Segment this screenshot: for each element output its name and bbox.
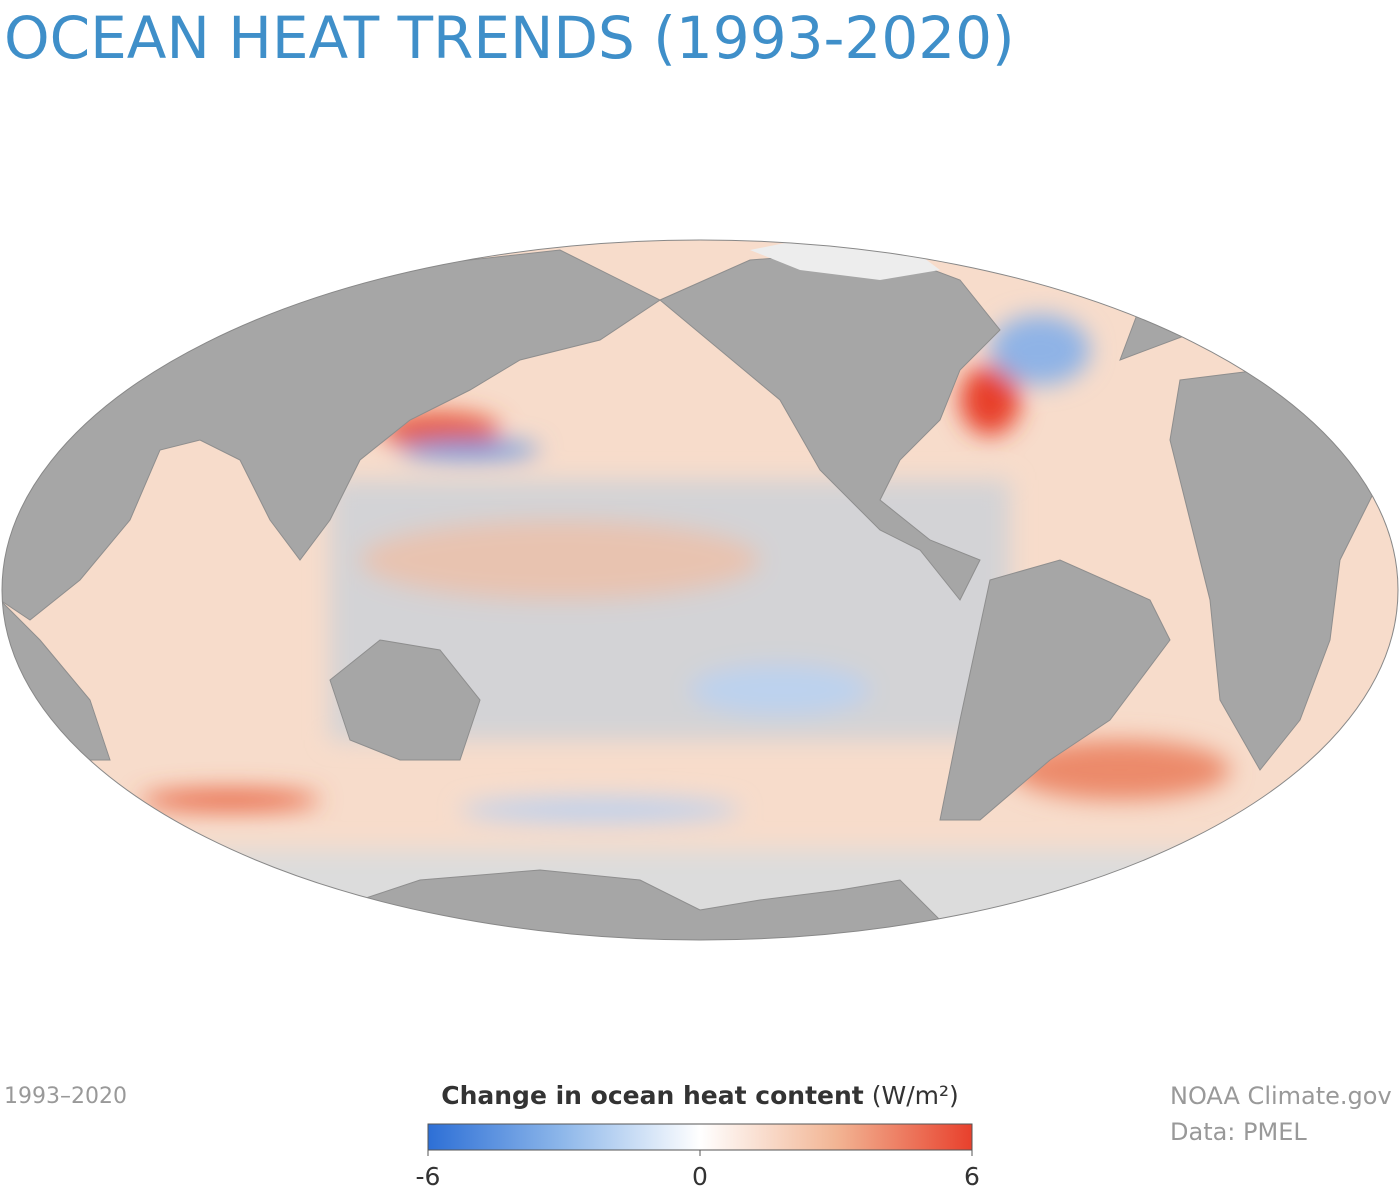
credit: NOAA Climate.gov <box>1170 1082 1392 1110</box>
map <box>2 240 1398 940</box>
legend-title-text: Change in ocean heat content <box>441 1081 864 1110</box>
legend-title: Change in ocean heat content (W/m²) <box>441 1081 959 1110</box>
title: OCEAN HEAT TRENDS (1993-2020) <box>4 4 1015 72</box>
colorbar-tick-label: -6 <box>416 1162 441 1191</box>
colorbar <box>427 1123 973 1151</box>
source: Data: PMEL <box>1170 1118 1307 1146</box>
globe-outline <box>1 239 1399 941</box>
colorbar-tick-label: 0 <box>692 1162 708 1191</box>
colorbar-tick-label: 6 <box>964 1162 980 1191</box>
land <box>2 240 1398 940</box>
period-label: 1993–2020 <box>4 1084 127 1109</box>
legend-unit: (W/m²) <box>872 1081 959 1110</box>
